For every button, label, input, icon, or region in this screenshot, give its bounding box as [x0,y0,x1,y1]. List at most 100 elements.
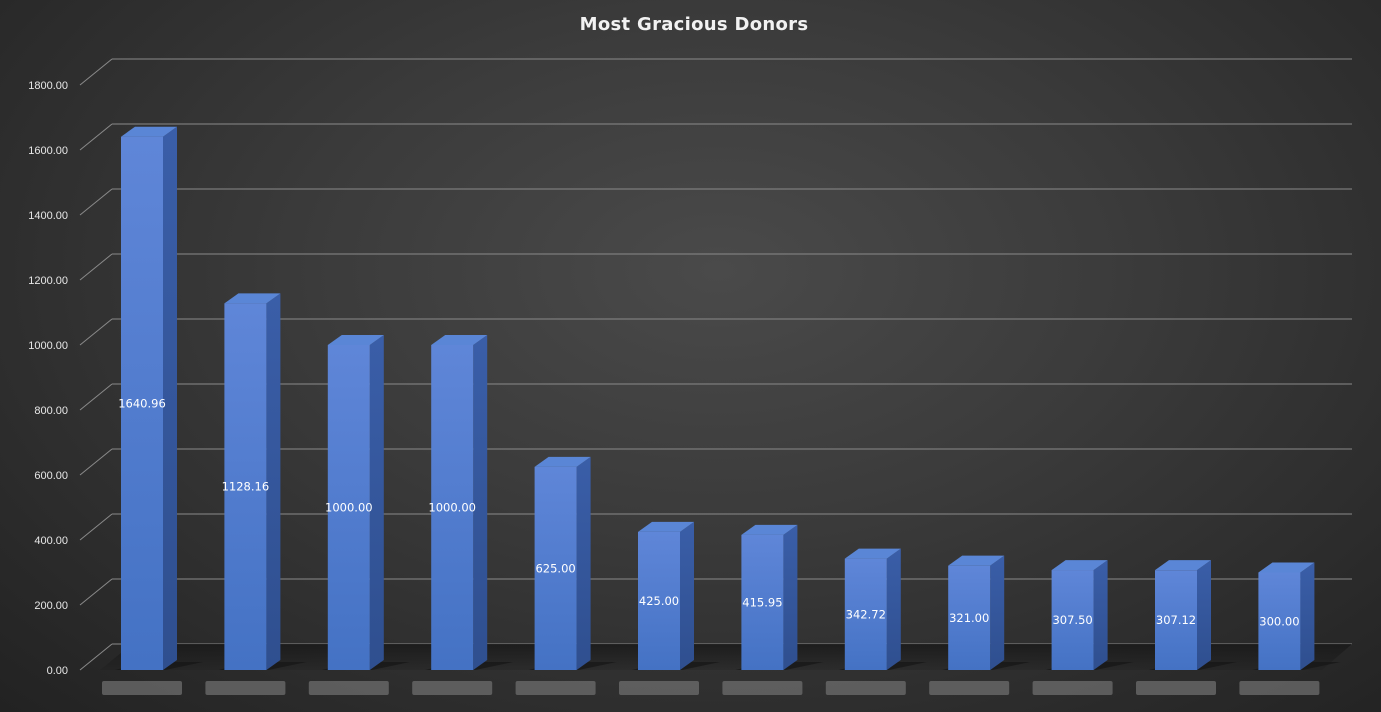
bar-front [741,534,784,670]
gridline [79,58,1352,86]
y-tick-label: 1600.00 [28,145,68,157]
data-label: 1128.16 [222,480,270,494]
gridline [79,253,1352,281]
data-label: 307.12 [1156,613,1196,627]
data-label: 1000.00 [325,501,373,515]
bar-side [473,335,488,670]
gridline [79,123,1352,151]
bar: 425.00 [619,521,720,695]
y-tick-label: 1200.00 [28,275,68,287]
bar-side [1300,562,1315,670]
gridline-depth [79,383,113,411]
y-tick-label: 200.00 [34,600,68,612]
bar-side [783,524,798,670]
bar-front [948,565,991,670]
data-label: 1640.96 [118,396,166,410]
bar-front [534,466,577,670]
data-label: 307.50 [1052,613,1092,627]
bar: 1640.96 [102,126,203,695]
bar-side [990,555,1005,670]
category-label-redacted [1032,681,1113,695]
category-label-redacted [825,681,906,695]
bar-front [224,303,267,670]
category-label-redacted [515,681,596,695]
bar: 321.00 [929,555,1031,695]
bar-front [121,136,163,671]
data-label: 300.00 [1259,614,1299,628]
bar-top [1155,560,1211,571]
bar-top [534,456,591,467]
gridline [79,578,1352,606]
bar-front [1051,570,1094,670]
y-tick-label: 1000.00 [28,340,68,352]
bar: 307.12 [1136,560,1237,695]
y-tick-label: 1400.00 [28,210,68,222]
bar-side [369,335,384,670]
chart-floor [100,644,1352,670]
category-label-redacted [722,681,803,695]
bar-front [431,345,474,670]
bar-top [844,548,901,559]
gridline [79,188,1352,216]
gridline-depth [79,448,113,476]
bar-top [948,555,1005,566]
gridline [79,383,1352,411]
bar-top [121,126,177,137]
y-tick-label: 400.00 [34,535,68,547]
bar: 307.50 [1032,560,1134,695]
bar: 1000.00 [308,335,410,695]
bar-top [1258,562,1315,573]
gridline [79,513,1352,541]
bar-front [844,558,887,670]
gridline-depth [79,513,113,541]
bar: 1128.16 [205,293,307,695]
gridline-depth [79,253,113,281]
bar-top [638,521,694,532]
bar-top [431,335,488,345]
data-label: 415.95 [742,595,782,609]
data-label: 342.72 [846,607,886,621]
y-tick-label: 1800.00 [28,80,68,92]
gridline-depth [79,318,113,346]
category-label-redacted [619,681,699,695]
bar-side [680,521,694,670]
bar-top [1051,560,1108,571]
bar-top [224,293,281,304]
data-label: 321.00 [949,611,989,625]
gridline-depth [79,58,113,86]
category-label-redacted [308,681,389,695]
bar: 300.00 [1239,562,1341,695]
category-label-redacted [929,681,1010,695]
bar-front [327,345,370,670]
bar-side [163,126,177,671]
gridline [79,318,1352,346]
category-label-redacted [412,681,493,695]
bar-top [741,524,798,535]
y-tick-label: 0.00 [47,665,68,677]
y-tick-label: 600.00 [34,470,68,482]
data-label: 1000.00 [428,501,476,515]
bar-side [1093,560,1108,670]
bar-side [576,456,591,670]
gridline-depth [79,188,113,216]
bar-front [1258,572,1301,670]
category-label-redacted [205,681,286,695]
bar: 342.72 [825,548,927,695]
bar-front [1155,570,1197,670]
y-tick-label: 800.00 [34,405,68,417]
bar: 415.95 [722,524,824,695]
data-label: 625.00 [535,561,575,575]
bar: 625.00 [515,456,617,695]
gridline [79,448,1352,476]
gridline-depth [79,578,113,606]
category-label-redacted [1136,681,1216,695]
bar-top [327,335,384,345]
bar-side [1197,560,1211,670]
data-label: 425.00 [639,594,679,608]
category-label-redacted [1239,681,1320,695]
bar-side [266,293,281,670]
gridline-depth [79,123,113,151]
category-label-redacted [102,681,182,695]
